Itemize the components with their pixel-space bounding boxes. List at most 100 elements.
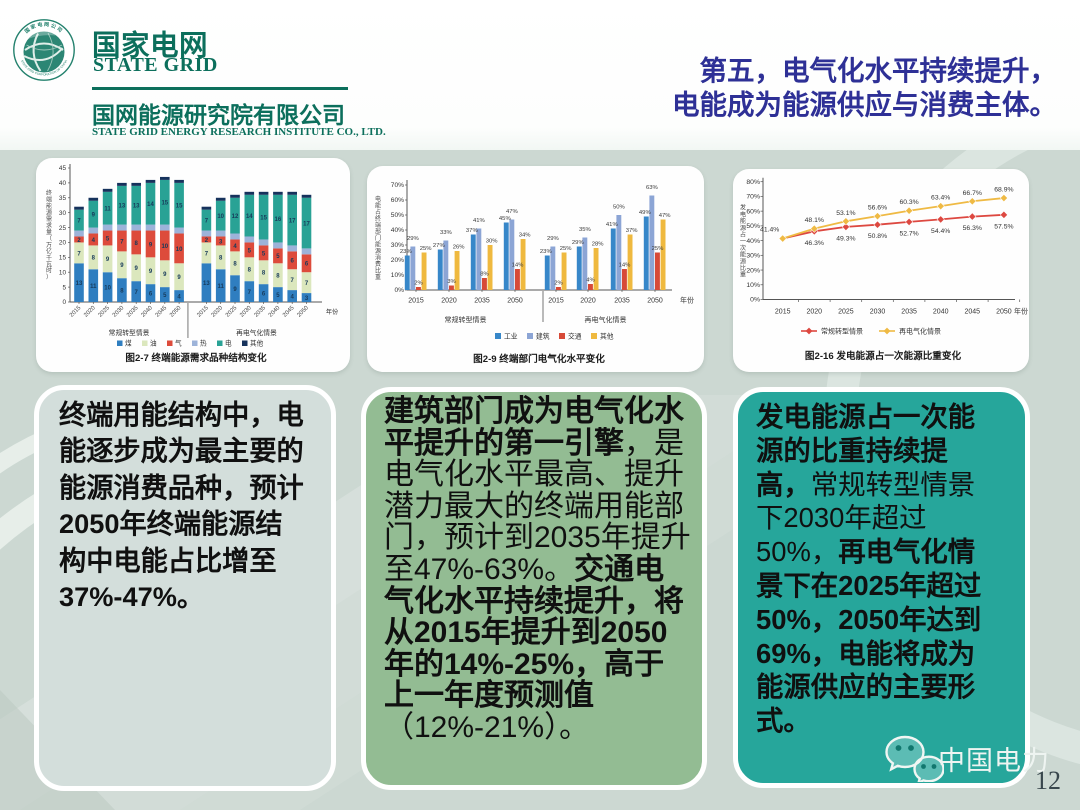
svg-text:5: 5 — [276, 254, 280, 260]
svg-text:60%: 60% — [746, 208, 760, 215]
svg-text:8: 8 — [92, 256, 96, 262]
svg-text:9: 9 — [135, 266, 139, 272]
svg-text:消: 消 — [375, 254, 381, 262]
svg-text:2030: 2030 — [870, 309, 886, 316]
svg-text:4: 4 — [291, 294, 295, 300]
svg-text:2035: 2035 — [126, 305, 140, 319]
line-chart: 0% 10% 20% 30% 40% 50% 60% 70% 80% 2015 2020 2025 20… — [740, 177, 1028, 362]
svg-text:17: 17 — [289, 219, 296, 225]
svg-text:56.3%: 56.3% — [963, 225, 982, 232]
svg-text:2025: 2025 — [225, 305, 239, 319]
svg-text:其他: 其他 — [250, 339, 264, 348]
svg-text:2040: 2040 — [140, 305, 154, 319]
svg-text:源: 源 — [740, 257, 746, 265]
svg-text:8: 8 — [276, 274, 280, 280]
svg-text:7: 7 — [135, 290, 139, 296]
svg-text:图2-9 终端部门电气化水平变化: 图2-9 终端部门电气化水平变化 — [473, 353, 605, 365]
page-number: 12 — [1035, 766, 1061, 795]
svg-text:37%: 37% — [626, 228, 639, 234]
svg-text:2050: 2050 — [296, 305, 310, 319]
svg-text:端: 端 — [375, 221, 381, 229]
svg-text:47%: 47% — [506, 209, 519, 215]
svg-text:比: 比 — [740, 264, 746, 272]
content-area: 0 5 10 15 20 25 30 35 40 45 13 7 2 7 2015 11 8 4 9 2020 10 9 5… — [0, 150, 1080, 810]
svg-text:0%: 0% — [750, 297, 760, 304]
svg-text:40: 40 — [59, 180, 67, 187]
svg-text:再电气化情景: 再电气化情景 — [236, 328, 277, 337]
svg-text:2040: 2040 — [268, 305, 282, 319]
svg-text:4: 4 — [92, 238, 96, 244]
svg-text:25%: 25% — [652, 246, 665, 252]
svg-text:2035: 2035 — [901, 309, 917, 316]
svg-text:气: 气 — [175, 339, 182, 348]
svg-text:2035: 2035 — [614, 298, 630, 305]
svg-text:2050: 2050 — [647, 298, 663, 305]
svg-text:10%: 10% — [391, 272, 404, 279]
svg-text:70%: 70% — [391, 182, 404, 189]
svg-text:54.4%: 54.4% — [931, 228, 950, 235]
svg-text:13: 13 — [203, 281, 210, 287]
svg-text:27%: 27% — [433, 243, 446, 249]
svg-text:2015: 2015 — [775, 309, 791, 316]
svg-text:万: 万 — [46, 242, 52, 249]
svg-text:6: 6 — [291, 259, 295, 265]
svg-text:5: 5 — [248, 248, 252, 254]
logo-state-grid-en: STATE GRID — [93, 54, 218, 76]
svg-text:2040: 2040 — [933, 309, 949, 316]
svg-text:49.3%: 49.3% — [836, 235, 855, 242]
svg-text:交通: 交通 — [568, 332, 582, 341]
svg-text:35: 35 — [59, 195, 67, 202]
svg-text:9: 9 — [149, 242, 153, 248]
svg-text:6: 6 — [262, 291, 266, 297]
logo-state-grid-cn: 国家电网 — [92, 30, 209, 62]
svg-text:14: 14 — [147, 202, 154, 208]
svg-text:45: 45 — [59, 165, 67, 172]
svg-text:20%: 20% — [391, 257, 404, 264]
svg-text:2025: 2025 — [838, 309, 854, 316]
chart-panel-generation-share: 0% 10% 20% 30% 40% 50% 60% 70% 80% 2015 2020 2025 20… — [733, 169, 1029, 372]
box3-text-seg3: 再电气化情景下在2025年超过50%，2050年达到69%，电能将成为能源供应的… — [756, 536, 982, 737]
svg-text:15: 15 — [59, 255, 67, 262]
svg-text:9: 9 — [233, 287, 237, 293]
svg-text:量: 量 — [46, 229, 52, 236]
svg-text:重: 重 — [740, 271, 746, 279]
svg-text:8: 8 — [233, 262, 237, 268]
svg-text:10: 10 — [176, 247, 183, 253]
svg-text:25: 25 — [59, 225, 67, 232]
chart-panel-energy-demand-structure: 0 5 10 15 20 25 30 35 40 45 13 7 2 7 2015 11 8 4 9 2020 10 9 5… — [36, 158, 350, 372]
svg-text:端: 端 — [46, 195, 52, 203]
svg-text:7: 7 — [77, 219, 81, 225]
wechat-account-label: 中国电力 — [938, 746, 1050, 776]
svg-text:图2-7 终端能源需求品种结构变化: 图2-7 终端能源需求品种结构变化 — [125, 352, 267, 364]
svg-text:7: 7 — [77, 251, 81, 257]
svg-text:8: 8 — [262, 271, 266, 277]
svg-text:9: 9 — [177, 275, 181, 281]
svg-text:14%: 14% — [619, 263, 632, 269]
svg-text:9: 9 — [149, 269, 153, 275]
svg-text:能: 能 — [740, 251, 746, 259]
svg-text:煤: 煤 — [125, 339, 132, 348]
svg-text:能: 能 — [375, 202, 381, 210]
svg-text:80%: 80% — [746, 179, 760, 186]
svg-text:热: 热 — [200, 339, 207, 348]
box1-text: 终端用能结构中，电能逐步成为最主要的能源消费品种，预计2050年终端能源结构中电… — [59, 399, 304, 613]
svg-text:工业: 工业 — [504, 332, 518, 341]
svg-text:9: 9 — [92, 213, 96, 219]
svg-text:46.3%: 46.3% — [805, 240, 824, 247]
svg-text:其他: 其他 — [600, 332, 614, 341]
svg-text:5: 5 — [106, 236, 110, 242]
svg-text:2015: 2015 — [196, 305, 210, 319]
svg-text:常规转型情景: 常规转型情景 — [445, 315, 487, 324]
svg-text:60%: 60% — [391, 197, 404, 204]
state-grid-emblem-icon: 国家电网公司 STATE GRID CORPORATION OF CHINA — [13, 19, 75, 81]
svg-text:37%: 37% — [466, 228, 479, 234]
svg-text:16: 16 — [275, 217, 282, 223]
grouped-bar-chart: 0% 10% 20% 30% 40% 50% 60% 70% 23% 29% 2% 25% 2015 27… — [375, 180, 694, 365]
svg-text:10: 10 — [104, 286, 111, 292]
svg-text:14%: 14% — [512, 263, 525, 269]
svg-text:15: 15 — [161, 201, 168, 207]
svg-text:常规转型情景: 常规转型情景 — [109, 328, 150, 337]
svg-text:2030: 2030 — [239, 305, 253, 319]
svg-text:终: 终 — [46, 189, 52, 197]
